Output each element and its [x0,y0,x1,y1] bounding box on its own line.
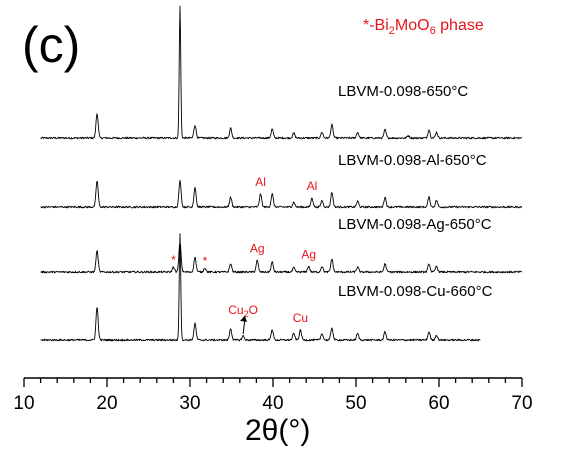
phase-annotations-layer: Al Al * * Ag Ag Cu2O Cu [171,175,317,334]
xrd-trace-4 [40,233,481,342]
series-label-1: LBVM-0.098-650°C [338,83,468,100]
x-tick-label: 70 [511,393,532,414]
phase-annotation-3-1: * [171,253,176,267]
series-label-3: LBVM-0.098-Ag-650°C [338,216,492,233]
x-tick-label: 40 [262,393,283,414]
annotation-arrowhead [240,315,248,322]
x-axis: 10 20 30 40 50 60 70 [13,377,533,414]
series-label-4: LBVM-0.098-Cu-660°C [338,283,493,300]
xrd-trace-3 [40,242,523,274]
panel-label: (c) [22,17,80,73]
series-label-2: LBVM-0.098-Al-650°C [338,152,487,169]
phase-legend-note: *-Bi2MoO6 phase [363,17,484,37]
xrd-trace-1 [40,5,523,140]
x-tick-label: 60 [428,393,449,414]
phase-annotation-4-1: Cu2O [228,303,258,319]
phase-annotation-2-2: Al [307,179,318,193]
x-tick-label: 10 [13,393,34,414]
phase-annotation-3-2: * [203,254,208,268]
phase-annotation-3-4: Ag [301,247,316,261]
x-tick-label: 20 [96,393,117,414]
x-tick-label: 50 [345,393,366,414]
x-axis-title: 2θ(°) [245,414,310,447]
phase-annotation-4-2: Cu [293,311,308,325]
xrd-trace-2 [40,179,523,209]
series-labels-layer: LBVM-0.098-650°C LBVM-0.098-Al-650°C LBVM-… [338,83,493,300]
traces-layer [40,5,523,342]
x-tick-label: 30 [179,393,200,414]
phase-annotation-2-1: Al [255,175,266,189]
phase-annotation-3-3: Ag [250,242,265,256]
